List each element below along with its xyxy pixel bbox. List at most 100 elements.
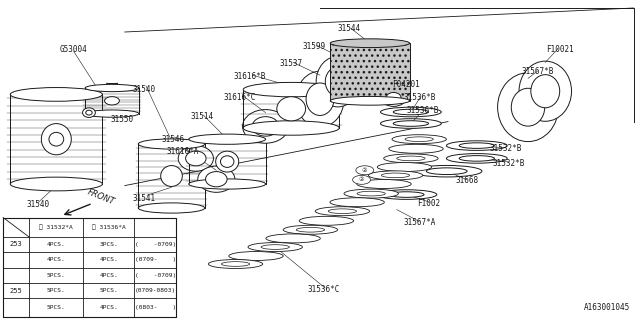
Text: ① 31532*A: ① 31532*A: [39, 224, 73, 230]
Ellipse shape: [229, 252, 283, 260]
Ellipse shape: [85, 84, 139, 92]
Text: FRONT: FRONT: [86, 187, 116, 206]
Ellipse shape: [330, 96, 410, 105]
Text: 31544: 31544: [337, 24, 360, 33]
Ellipse shape: [178, 146, 214, 171]
Ellipse shape: [243, 83, 339, 97]
Text: ①: ①: [348, 201, 353, 206]
Text: ②: ②: [359, 177, 364, 182]
Text: 31616*B: 31616*B: [234, 72, 266, 81]
Text: 31536*B: 31536*B: [406, 106, 438, 115]
Text: 255: 255: [10, 288, 22, 293]
Ellipse shape: [296, 228, 324, 232]
Text: 4PCS.: 4PCS.: [47, 257, 65, 262]
Text: 5PCS.: 5PCS.: [99, 288, 118, 293]
Text: 31567*B: 31567*B: [522, 68, 554, 76]
Ellipse shape: [316, 56, 360, 107]
Ellipse shape: [380, 119, 442, 128]
Ellipse shape: [328, 209, 356, 213]
Ellipse shape: [138, 203, 205, 213]
Text: 31541: 31541: [132, 194, 156, 203]
Text: 31567*A: 31567*A: [403, 218, 435, 227]
Ellipse shape: [243, 121, 339, 135]
Text: 4PCS.: 4PCS.: [47, 242, 65, 247]
Text: F1002: F1002: [417, 199, 440, 208]
Ellipse shape: [412, 165, 482, 177]
Ellipse shape: [283, 225, 338, 234]
Text: ② 31536*A: ② 31536*A: [92, 224, 125, 230]
Ellipse shape: [205, 172, 227, 187]
Polygon shape: [330, 43, 410, 101]
Text: 31537: 31537: [280, 60, 303, 68]
Text: 31616*C: 31616*C: [224, 93, 256, 102]
Circle shape: [353, 175, 371, 184]
Text: (0709-    ): (0709- ): [134, 257, 176, 262]
Text: 31514: 31514: [190, 112, 213, 121]
Text: 5PCS.: 5PCS.: [47, 273, 65, 278]
Ellipse shape: [389, 144, 443, 153]
Ellipse shape: [380, 107, 442, 117]
Ellipse shape: [393, 121, 429, 126]
Ellipse shape: [392, 135, 447, 144]
Ellipse shape: [306, 83, 334, 116]
Ellipse shape: [531, 75, 560, 108]
Text: 5PCS.: 5PCS.: [47, 305, 65, 310]
Ellipse shape: [10, 177, 102, 191]
Ellipse shape: [85, 110, 139, 117]
Ellipse shape: [459, 143, 495, 148]
Ellipse shape: [104, 97, 120, 105]
Ellipse shape: [386, 92, 401, 103]
Text: 31536*B: 31536*B: [403, 93, 435, 102]
Ellipse shape: [376, 190, 436, 199]
Ellipse shape: [344, 189, 398, 198]
Ellipse shape: [296, 71, 344, 127]
Ellipse shape: [83, 108, 95, 117]
Ellipse shape: [316, 207, 370, 216]
Ellipse shape: [161, 165, 182, 187]
Text: 4PCS.: 4PCS.: [99, 273, 118, 278]
Ellipse shape: [384, 154, 438, 163]
Ellipse shape: [266, 234, 321, 243]
Ellipse shape: [10, 88, 102, 101]
Text: (    -0709): ( -0709): [134, 242, 176, 247]
Text: F04201: F04201: [392, 80, 420, 89]
Text: 31532*B: 31532*B: [490, 144, 522, 153]
Ellipse shape: [519, 61, 572, 121]
Ellipse shape: [447, 154, 507, 163]
Ellipse shape: [357, 180, 412, 188]
Ellipse shape: [42, 124, 71, 155]
Ellipse shape: [252, 117, 279, 136]
Text: 31616*A: 31616*A: [166, 148, 198, 156]
Text: F10021: F10021: [546, 45, 574, 54]
Ellipse shape: [426, 168, 467, 174]
Text: 31668: 31668: [456, 176, 479, 185]
Ellipse shape: [405, 137, 433, 141]
Text: 31532*B: 31532*B: [493, 159, 525, 168]
Text: A163001045: A163001045: [584, 303, 630, 312]
Text: 3PCS.: 3PCS.: [99, 242, 118, 247]
Text: 31546: 31546: [161, 135, 184, 144]
Text: (0709-0803): (0709-0803): [134, 288, 176, 293]
Ellipse shape: [198, 166, 235, 192]
Ellipse shape: [330, 39, 410, 48]
Text: 5PCS.: 5PCS.: [47, 288, 65, 293]
Ellipse shape: [300, 216, 353, 225]
Text: 31540: 31540: [132, 85, 156, 94]
Ellipse shape: [138, 139, 205, 149]
Ellipse shape: [388, 192, 424, 197]
Ellipse shape: [261, 245, 289, 249]
Ellipse shape: [325, 67, 351, 96]
Text: 31540: 31540: [27, 200, 50, 209]
Ellipse shape: [86, 110, 92, 115]
Ellipse shape: [368, 171, 422, 180]
Text: ②: ②: [362, 168, 367, 173]
Text: 31550: 31550: [110, 116, 133, 124]
Text: 4PCS.: 4PCS.: [99, 305, 118, 310]
Text: 31536*C: 31536*C: [307, 285, 339, 294]
Ellipse shape: [243, 109, 289, 143]
Text: G53004: G53004: [60, 45, 88, 54]
Ellipse shape: [393, 109, 429, 115]
Ellipse shape: [277, 97, 306, 121]
Ellipse shape: [189, 179, 266, 189]
Ellipse shape: [381, 173, 410, 178]
